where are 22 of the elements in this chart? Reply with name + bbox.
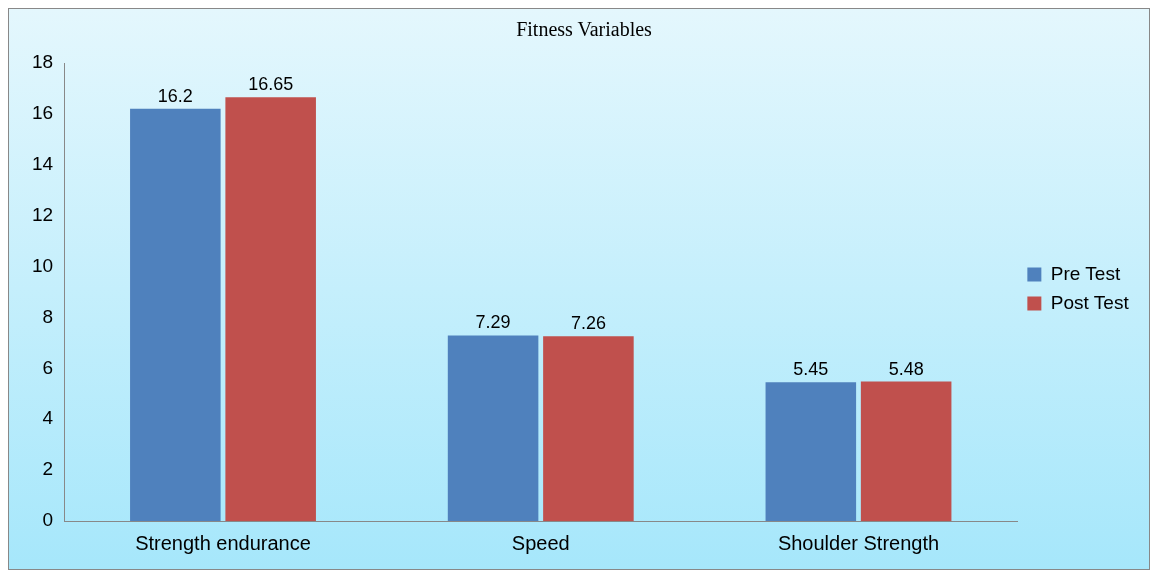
legend-label: Post Test <box>1050 291 1130 313</box>
y-tick-label: 6 <box>42 356 54 378</box>
data-label: 16.65 <box>248 74 294 95</box>
x-tick-label: Strength endurance <box>135 531 311 554</box>
y-tick-label: 12 <box>31 203 54 225</box>
x-tick-label: Shoulder Strength <box>777 531 940 554</box>
y-tick-label: 18 <box>31 51 54 73</box>
y-tick-label: 16 <box>31 102 54 124</box>
y-tick-label: 2 <box>42 458 54 480</box>
y-tick-label: 10 <box>31 254 54 276</box>
y-tick-label: 8 <box>42 305 54 327</box>
data-label: 7.26 <box>570 313 606 334</box>
y-tick-label: 14 <box>31 153 54 175</box>
y-tick-label: 4 <box>42 407 54 429</box>
data-label: 5.48 <box>888 358 924 379</box>
legend-label: Pre Test <box>1050 262 1121 284</box>
data-label: 5.45 <box>793 359 829 380</box>
data-label: 16.2 <box>157 85 193 106</box>
chart-title: Fitness Variables <box>516 18 653 41</box>
data-label: 7.29 <box>475 312 511 333</box>
x-tick-label: Speed <box>511 531 570 554</box>
y-tick-label: 0 <box>42 509 54 531</box>
